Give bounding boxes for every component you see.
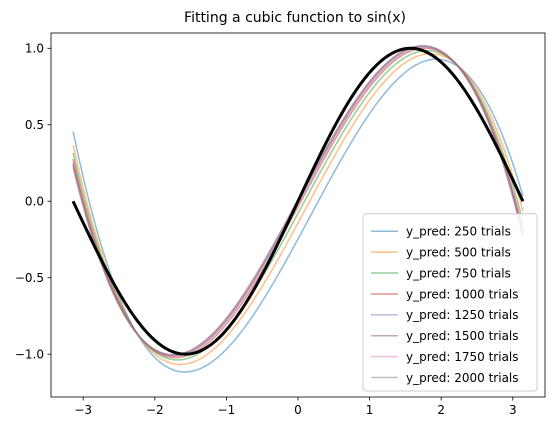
sin-reference-line — [71, 46, 525, 356]
legend-label-5: y_pred: 1250 trials — [406, 308, 519, 322]
chart-title: Fitting a cubic function to sin(x) — [184, 10, 406, 26]
legend-label-6: y_pred: 1500 trials — [406, 329, 519, 343]
series-line-1 — [72, 58, 524, 373]
y-tick-label: 0.0 — [25, 194, 44, 208]
legend-label-4: y_pred: 1000 trials — [406, 287, 519, 301]
legend-label-1: y_pred: 250 trials — [406, 225, 511, 239]
y-tick-label: 1.0 — [25, 41, 44, 55]
x-tick-label: 2 — [437, 403, 445, 417]
axes-layer: −3 −2 −1 0 1 2 3 −1.0 −0.5 0.0 0.5 1.0 — [15, 32, 546, 417]
x-tick-label: −2 — [146, 403, 164, 417]
legend-label-3: y_pred: 750 trials — [406, 266, 511, 280]
series-line-2 — [72, 52, 524, 366]
x-tick-label: 3 — [509, 403, 517, 417]
legend-label-2: y_pred: 500 trials — [406, 245, 511, 259]
x-tick-label: 0 — [294, 403, 302, 417]
legend-box — [362, 213, 538, 392]
legend-label-8: y_pred: 2000 trials — [406, 371, 519, 385]
y-tick-label: 0.5 — [25, 118, 44, 132]
series-layer — [71, 45, 525, 373]
y-tick-label: −1.0 — [15, 347, 44, 361]
x-tick-label: 1 — [366, 403, 374, 417]
x-tick-label: −3 — [74, 403, 92, 417]
y-tick-label: −0.5 — [15, 271, 44, 285]
legend-label-7: y_pred: 1750 trials — [406, 350, 519, 364]
x-tick-label: −1 — [218, 403, 236, 417]
legend: y_pred: 250 trials y_pred: 500 trials y_pr… — [362, 213, 538, 392]
